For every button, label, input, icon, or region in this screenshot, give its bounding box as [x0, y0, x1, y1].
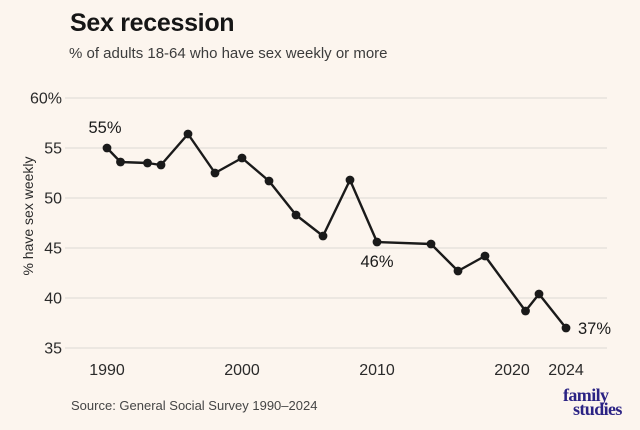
data-point	[102, 143, 112, 153]
family-studies-logo: family studies	[563, 385, 622, 419]
data-point	[318, 231, 328, 241]
chart-subtitle: % of adults 18-64 who have sex weekly or…	[69, 45, 388, 62]
x-tick-label: 2020	[494, 362, 530, 379]
x-tick-label: 2024	[548, 362, 584, 379]
data-point	[156, 160, 166, 170]
annotation-label: 37%	[578, 320, 611, 338]
annotation-label: 55%	[88, 119, 121, 137]
data-point	[480, 251, 490, 261]
data-point	[561, 323, 571, 333]
data-point	[264, 176, 274, 186]
y-tick-label: 55	[44, 141, 62, 158]
data-point	[426, 239, 436, 249]
data-point	[521, 306, 530, 316]
y-tick-label: 60%	[30, 91, 62, 108]
data-point	[237, 153, 247, 163]
page-title: Sex recession	[70, 9, 235, 37]
source-note: Source: General Social Survey 1990–2024	[71, 398, 318, 413]
data-point	[534, 289, 544, 299]
x-tick-label: 2000	[224, 362, 260, 379]
data-point	[291, 210, 301, 220]
logo-line-2: studies	[573, 399, 622, 419]
logo-line-1: family	[563, 385, 609, 405]
data-point	[372, 237, 382, 247]
y-tick-label: 45	[44, 241, 62, 258]
y-tick-label: 40	[44, 291, 62, 308]
trend-line	[105, 132, 568, 330]
data-point	[345, 175, 355, 185]
x-tick-label: 1990	[89, 362, 125, 379]
data-point	[210, 168, 220, 178]
x-tick-label: 2010	[359, 362, 395, 379]
annotation-label: 46%	[360, 253, 393, 271]
data-point	[143, 158, 152, 168]
y-tick-label: 35	[44, 341, 62, 358]
data-point	[183, 129, 193, 139]
y-axis-title: % have sex weekly	[20, 156, 36, 275]
data-point	[453, 266, 463, 276]
data-point	[116, 157, 125, 167]
y-tick-label: 50	[44, 191, 62, 208]
